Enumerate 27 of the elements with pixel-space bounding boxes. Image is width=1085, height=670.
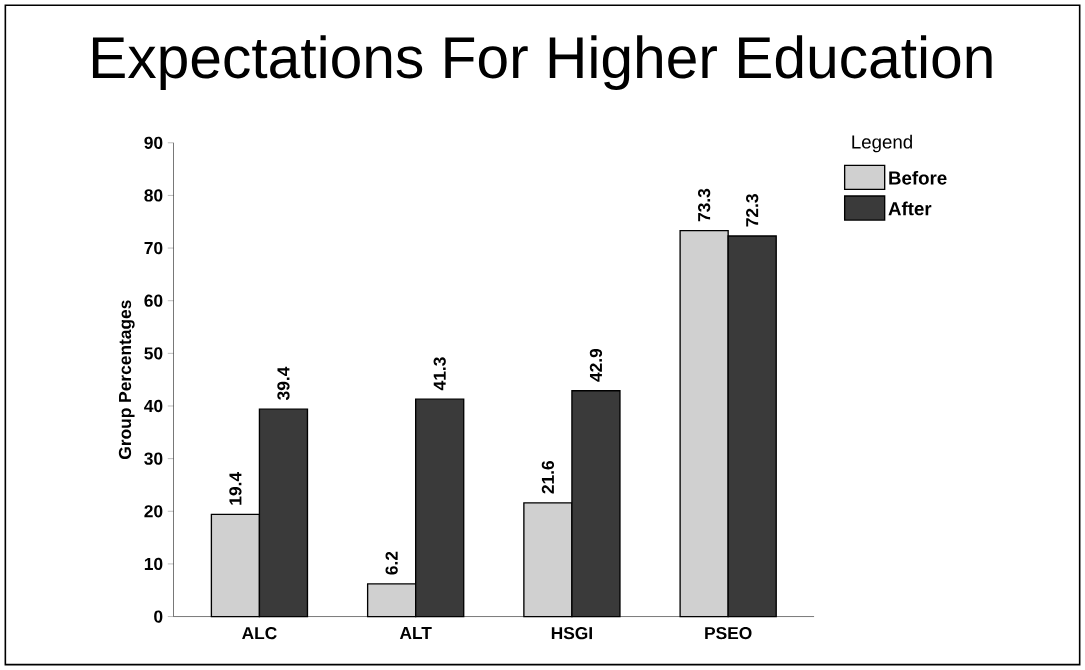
legend-label: After [888,201,932,216]
data-label: 72.3 [746,194,759,227]
y-axis-title: Group Percentages [118,300,135,460]
data-label: 41.3 [433,357,446,391]
y-tick-label: 60 [144,294,163,307]
y-tick-label: 90 [144,136,163,149]
y-tick-label: 50 [144,347,163,360]
y-tick-label: 10 [144,557,163,571]
data-label: 42.9 [589,348,603,382]
x-tick-label: ALT [399,627,432,639]
x-tick-label: PSEO [705,626,752,640]
data-label: 39.4 [277,366,290,401]
legend-title: Legend [852,134,912,153]
data-label: 19.4 [229,472,242,505]
x-tick-label: HSGI [551,626,592,640]
y-tick-label: 20 [144,505,163,518]
legend-label: Before [889,170,947,185]
chart-title: Expectations For Higher Education [92,35,992,91]
data-label: 6.2 [385,551,398,575]
x-tick-label: ALC [242,626,277,640]
y-tick-label: 80 [144,189,163,202]
y-tick-label: 40 [144,399,163,413]
y-tick-label: 30 [144,452,163,465]
y-tick-label: 70 [144,241,163,255]
y-tick-label: 0 [154,610,163,623]
data-label: 73.3 [697,188,711,222]
data-label: 21.6 [541,461,555,494]
